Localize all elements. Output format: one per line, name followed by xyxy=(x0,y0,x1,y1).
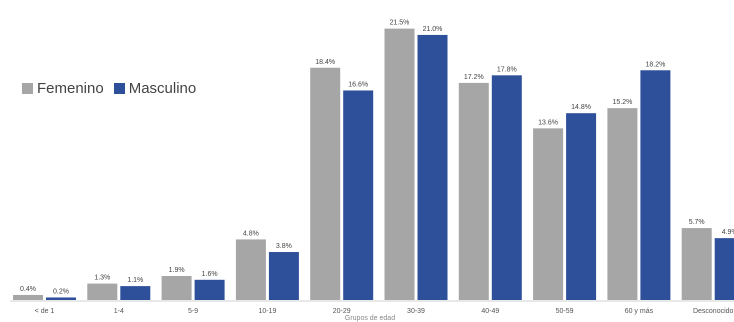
x-tick-label-3: 10-19 xyxy=(258,308,276,315)
bar-masculino-6 xyxy=(491,75,522,300)
legend-swatch-femenino xyxy=(22,83,33,94)
bar-femenino-0 xyxy=(13,294,43,300)
legend-item-femenino: Femenino xyxy=(22,80,104,97)
x-tick-label-5: 30-39 xyxy=(407,308,425,315)
legend-label-femenino: Femenino xyxy=(37,80,104,97)
x-axis-title: Grupos de edad xyxy=(345,315,395,322)
data-label-femenino-7: 13.6% xyxy=(538,119,558,126)
data-label-femenino-1: 1.3% xyxy=(94,275,110,282)
data-label-femenino-9: 5.7% xyxy=(689,219,705,226)
bar-femenino-3 xyxy=(235,239,266,300)
data-label-masculino-3: 3.8% xyxy=(276,243,292,250)
bar-masculino-2 xyxy=(194,279,225,300)
bar-masculino-4 xyxy=(343,90,374,301)
x-tick-label-7: 50-59 xyxy=(556,308,574,315)
data-label-femenino-3: 4.8% xyxy=(243,230,259,237)
data-label-masculino-8: 18.2% xyxy=(645,61,665,68)
bar-masculino-5 xyxy=(417,34,448,300)
data-label-masculino-2: 1.6% xyxy=(202,271,218,278)
data-label-femenino-0: 0.4% xyxy=(20,286,36,293)
data-label-masculino-1: 1.1% xyxy=(127,277,143,284)
bars-group xyxy=(13,28,734,301)
data-label-femenino-6: 17.2% xyxy=(464,74,484,81)
bar-masculino-3 xyxy=(268,252,299,300)
x-tick-label-8: 60 y más xyxy=(625,308,654,315)
bar-femenino-6 xyxy=(458,82,489,300)
legend-swatch-masculino xyxy=(113,83,125,94)
data-label-masculino-6: 17.8% xyxy=(497,66,517,73)
bar-femenino-7 xyxy=(533,128,564,300)
data-label-femenino-5: 21.5% xyxy=(390,20,410,27)
bar-masculino-1 xyxy=(120,286,151,300)
x-tick-label-6: 40-49 xyxy=(481,308,499,315)
x-tick-label-9: Desconocido xyxy=(693,308,734,315)
bar-femenino-1 xyxy=(87,283,118,300)
bar-femenino-4 xyxy=(310,67,341,300)
bar-masculino-0 xyxy=(46,297,76,300)
data-label-femenino-4: 18.4% xyxy=(315,59,335,66)
data-label-masculino-4: 16.6% xyxy=(348,81,368,88)
data-label-masculino-5: 21.0% xyxy=(423,26,443,33)
x-tick-label-0: < de 1 xyxy=(35,308,55,315)
legend: Femenino Masculino xyxy=(22,80,206,97)
bar-femenino-9 xyxy=(681,228,712,300)
x-tick-label-4: 20-29 xyxy=(333,308,351,315)
legend-item-masculino: Masculino xyxy=(113,80,197,97)
x-tick-label-1: 1-4 xyxy=(114,308,124,315)
x-tick-label-2: 5-9 xyxy=(188,308,198,315)
data-label-masculino-0: 0.2% xyxy=(53,288,69,295)
bar-femenino-2 xyxy=(161,276,192,300)
labels-group: 0.4% 0.2% < de 1 1.3% 1.1% 1-4 1.9% 1.6% 5-9 4.8%… xyxy=(20,20,734,315)
data-label-masculino-7: 14.8% xyxy=(571,104,591,111)
data-label-femenino-2: 1.9% xyxy=(169,267,185,274)
bar-masculino-9 xyxy=(714,238,734,300)
legend-label-masculino: Masculino xyxy=(128,80,197,97)
bar-masculino-8 xyxy=(640,70,671,300)
data-label-masculino-9: 4.9% xyxy=(722,229,734,236)
bar-masculino-7 xyxy=(566,113,597,301)
bar-femenino-5 xyxy=(384,28,415,300)
data-label-femenino-8: 15.2% xyxy=(612,99,632,106)
bar-femenino-8 xyxy=(607,108,638,301)
